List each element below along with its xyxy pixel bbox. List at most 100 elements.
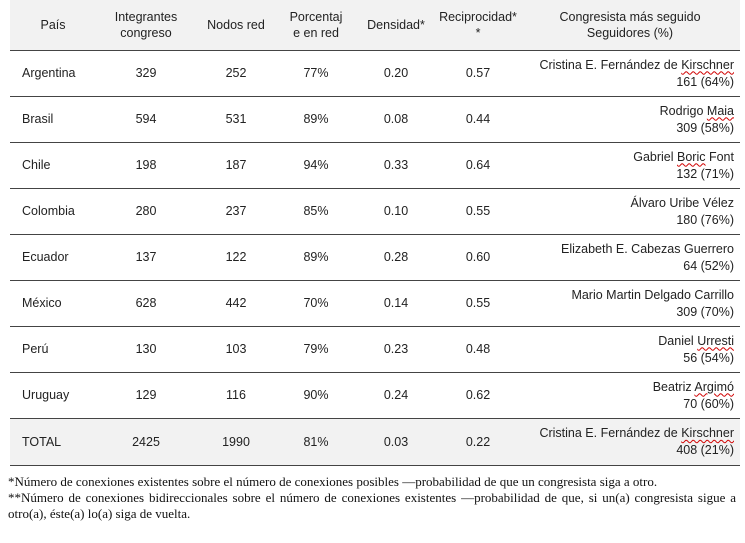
cell-reciprocidad: 0.22 xyxy=(436,418,520,466)
cell-densidad: 0.33 xyxy=(356,142,436,189)
cell-densidad: 0.24 xyxy=(356,372,436,419)
footnote-reciprocidad: **Número de conexiones bidireccionales s… xyxy=(8,490,736,521)
cell-integrantes: 198 xyxy=(96,142,196,189)
header-integrantes: Integrantes congreso xyxy=(96,0,196,51)
congresista-name: Gabriel xyxy=(633,149,678,164)
cell-reciprocidad: 0.48 xyxy=(436,326,520,373)
seguidores: 309 (58%) xyxy=(676,120,734,135)
congress-network-table: País Integrantes congreso Nodos red Porce… xyxy=(10,0,740,466)
cell-porcentaje: 89% xyxy=(276,234,356,281)
cell-reciprocidad: 0.60 xyxy=(436,234,520,281)
cell-porcentaje: 70% xyxy=(276,280,356,327)
congresista-name-spellcheck: Urresti xyxy=(697,333,734,348)
cell-pais: Brasil xyxy=(10,96,96,143)
table-row: Brasil 594 531 89% 0.08 0.44 Rodrigo Maia 309 (… xyxy=(10,96,740,143)
table-row: Argentina 329 252 77% 0.20 0.57 Cristina E. Fe… xyxy=(10,50,740,97)
congresista-name: Mario Martin Delgado Carrillo xyxy=(571,287,734,302)
seguidores: 64 (52%) xyxy=(683,258,734,273)
cell-densidad: 0.20 xyxy=(356,50,436,97)
cell-reciprocidad: 0.55 xyxy=(436,188,520,235)
cell-congresista: Álvaro Uribe Vélez 180 (76%) xyxy=(520,188,740,235)
congresista-name: Cristina E. Fernández de xyxy=(539,426,682,440)
cell-pais: Colombia xyxy=(10,188,96,235)
cell-nodos: 122 xyxy=(196,234,276,281)
cell-integrantes: 130 xyxy=(96,326,196,373)
seguidores: 56 (54%) xyxy=(683,350,734,365)
table-total-row: TOTAL 2425 1990 81% 0.03 0.22 Cristina E. Fern… xyxy=(10,418,740,466)
table-header-row: País Integrantes congreso Nodos red Porce… xyxy=(10,0,740,51)
cell-nodos: 237 xyxy=(196,188,276,235)
table-row: Perú 130 103 79% 0.23 0.48 Daniel Urresti 56 (5… xyxy=(10,326,740,373)
cell-pais: Ecuador xyxy=(10,234,96,281)
seguidores: 161 (64%) xyxy=(676,74,734,89)
cell-porcentaje: 81% xyxy=(276,418,356,466)
table-row: Uruguay 129 116 90% 0.24 0.62 Beatriz Argimó 70… xyxy=(10,372,740,419)
cell-pais: TOTAL xyxy=(10,418,96,466)
cell-porcentaje: 89% xyxy=(276,96,356,143)
cell-reciprocidad: 0.44 xyxy=(436,96,520,143)
table-row: Colombia 280 237 85% 0.10 0.55 Álvaro Uribe Vé… xyxy=(10,188,740,235)
cell-congresista: Mario Martin Delgado Carrillo 309 (70%) xyxy=(520,280,740,327)
cell-nodos: 442 xyxy=(196,280,276,327)
cell-nodos: 531 xyxy=(196,96,276,143)
cell-densidad: 0.10 xyxy=(356,188,436,235)
cell-porcentaje: 90% xyxy=(276,372,356,419)
cell-pais: Perú xyxy=(10,326,96,373)
cell-densidad: 0.03 xyxy=(356,418,436,466)
footnotes: *Número de conexiones existentes sobre e… xyxy=(8,474,736,522)
header-pais: País xyxy=(10,0,96,51)
congresista-name: Cristina E. Fernández de xyxy=(539,57,682,72)
cell-congresista: Cristina E. Fernández de Kirschner 408 (2… xyxy=(520,418,740,466)
cell-congresista: Beatriz Argimó 70 (60%) xyxy=(520,372,740,419)
cell-integrantes: 2425 xyxy=(96,418,196,466)
congresista-name: Daniel xyxy=(658,333,698,348)
congresista-name: Rodrigo xyxy=(659,103,707,118)
cell-congresista: Cristina E. Fernández de Kirschner 161 (6… xyxy=(520,50,740,97)
cell-nodos: 103 xyxy=(196,326,276,373)
seguidores: 408 (21%) xyxy=(676,443,734,457)
cell-congresista: Daniel Urresti 56 (54%) xyxy=(520,326,740,373)
cell-nodos: 116 xyxy=(196,372,276,419)
cell-pais: Chile xyxy=(10,142,96,189)
header-congresista: Congresista más seguido Seguidores (%) xyxy=(520,0,740,51)
congresista-name: Elizabeth E. Cabezas Guerrero xyxy=(560,241,734,256)
cell-nodos: 1990 xyxy=(196,418,276,466)
seguidores: 70 (60%) xyxy=(683,396,734,411)
footnote-densidad: *Número de conexiones existentes sobre e… xyxy=(8,474,658,489)
header-porcentaje: Porcentaj e en red xyxy=(276,0,356,51)
table-row: Chile 198 187 94% 0.33 0.64 Gabriel Boric Font… xyxy=(10,142,740,189)
table-body: Argentina 329 252 77% 0.20 0.57 Cristina E. Fe… xyxy=(10,50,740,466)
cell-congresista: Rodrigo Maia 309 (58%) xyxy=(520,96,740,143)
cell-nodos: 252 xyxy=(196,50,276,97)
congresista-name-suffix: Font xyxy=(705,149,734,164)
cell-densidad: 0.23 xyxy=(356,326,436,373)
table-row: Ecuador 137 122 89% 0.28 0.60 Elizabeth E. Cab… xyxy=(10,234,740,281)
table-row: México 628 442 70% 0.14 0.55 Mario Martin Delg… xyxy=(10,280,740,327)
cell-densidad: 0.08 xyxy=(356,96,436,143)
congresista-name-spellcheck: Argimó xyxy=(694,379,734,394)
cell-porcentaje: 79% xyxy=(276,326,356,373)
cell-reciprocidad: 0.55 xyxy=(436,280,520,327)
cell-pais: México xyxy=(10,280,96,327)
cell-reciprocidad: 0.64 xyxy=(436,142,520,189)
cell-integrantes: 628 xyxy=(96,280,196,327)
cell-porcentaje: 77% xyxy=(276,50,356,97)
seguidores: 132 (71%) xyxy=(676,166,734,181)
header-reciprocidad: Reciprocidad* * xyxy=(436,0,520,51)
congresista-name-spellcheck: Boric xyxy=(677,149,706,164)
congresista-name-spellcheck: Kirschner xyxy=(681,426,734,440)
congresista-name-spellcheck: Kirschner xyxy=(681,57,734,72)
cell-densidad: 0.14 xyxy=(356,280,436,327)
cell-pais: Uruguay xyxy=(10,372,96,419)
congresista-name-spellcheck: Maia xyxy=(706,103,734,118)
cell-pais: Argentina xyxy=(10,50,96,97)
cell-porcentaje: 94% xyxy=(276,142,356,189)
cell-congresista: Elizabeth E. Cabezas Guerrero 64 (52%) xyxy=(520,234,740,281)
cell-integrantes: 280 xyxy=(96,188,196,235)
header-nodos: Nodos red xyxy=(196,0,276,51)
cell-reciprocidad: 0.62 xyxy=(436,372,520,419)
seguidores: 180 (76%) xyxy=(676,212,734,227)
cell-integrantes: 329 xyxy=(96,50,196,97)
congresista-name: Beatriz xyxy=(652,379,695,394)
